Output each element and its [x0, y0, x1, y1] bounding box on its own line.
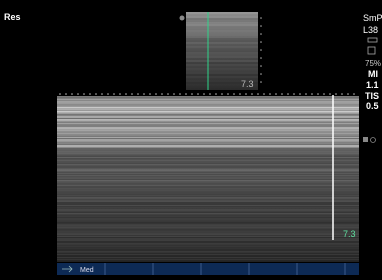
scale-dot	[173, 93, 175, 95]
ultrasound-screen: Res 7.3 7.3 SmP L38 75% MI 1.1 TIS 0.5 M…	[0, 0, 382, 275]
scale-dot	[260, 49, 262, 51]
scale-dot	[293, 93, 295, 95]
scale-dot	[353, 93, 355, 95]
scale-dot	[260, 65, 262, 67]
scale-dot	[260, 17, 262, 19]
orientation-marker	[180, 16, 185, 21]
footer-label[interactable]: Med	[80, 267, 94, 274]
mi-value: 1.1	[366, 80, 379, 90]
scale-dot	[260, 57, 262, 59]
scale-dot	[101, 93, 103, 95]
scale-dot	[317, 93, 319, 95]
scale-dot	[107, 93, 109, 95]
scale-dot	[155, 93, 157, 95]
scale-dot	[260, 41, 262, 43]
scale-dot	[239, 93, 241, 95]
preset: SmP	[363, 13, 382, 23]
power: 75%	[365, 59, 381, 68]
scale-dot	[149, 93, 151, 95]
scale-dot	[260, 73, 262, 75]
scale-dot	[263, 93, 265, 95]
scale-dot	[269, 93, 271, 95]
scale-dot	[215, 93, 217, 95]
scale-dot	[119, 93, 121, 95]
scale-dot	[137, 93, 139, 95]
scale-dot	[209, 93, 211, 95]
scale-dot	[305, 93, 307, 95]
scale-dot	[335, 93, 337, 95]
scale-dot	[203, 93, 205, 95]
depth-bottom: 7.3	[343, 229, 356, 239]
scale-dot	[329, 93, 331, 95]
scale-dot	[299, 93, 301, 95]
m-mode-texture	[57, 98, 359, 262]
scale-dot	[260, 81, 262, 83]
scale-dot	[89, 93, 91, 95]
scale-dot	[83, 93, 85, 95]
scale-dot	[179, 93, 181, 95]
mode-label: Res	[4, 12, 21, 22]
scale-dot	[251, 93, 253, 95]
scale-dot	[95, 93, 97, 95]
scale-dot	[143, 93, 145, 95]
scale-dot	[221, 93, 223, 95]
mi-label: MI	[368, 69, 378, 79]
scale-dot	[257, 93, 259, 95]
scale-dot	[341, 93, 343, 95]
scale-dot	[125, 93, 127, 95]
scale-dot	[287, 93, 289, 95]
scale-dot	[233, 93, 235, 95]
scale-dot	[191, 93, 193, 95]
scale-dot	[65, 93, 67, 95]
tis-value: 0.5	[366, 101, 379, 111]
scale-dot	[167, 93, 169, 95]
scale-dot	[311, 93, 313, 95]
scale-dot	[161, 93, 163, 95]
scale-dot	[260, 33, 262, 35]
scale-dot	[323, 93, 325, 95]
annotation-icon	[363, 137, 368, 142]
scale-dot	[260, 25, 262, 27]
scale-dot	[71, 93, 73, 95]
scale-dot	[197, 93, 199, 95]
scale-dot	[59, 93, 61, 95]
scale-dot	[131, 93, 133, 95]
scale-dot	[227, 93, 229, 95]
scale-dot	[347, 93, 349, 95]
scale-dot	[245, 93, 247, 95]
scale-dot	[275, 93, 277, 95]
scale-dot	[113, 93, 115, 95]
scale-dot	[77, 93, 79, 95]
tis-label: TIS	[365, 91, 379, 101]
scale-dot	[281, 93, 283, 95]
probe: L38	[363, 25, 378, 35]
footer-bar	[57, 263, 359, 275]
scale-dot	[185, 93, 187, 95]
depth-top: 7.3	[241, 79, 254, 89]
